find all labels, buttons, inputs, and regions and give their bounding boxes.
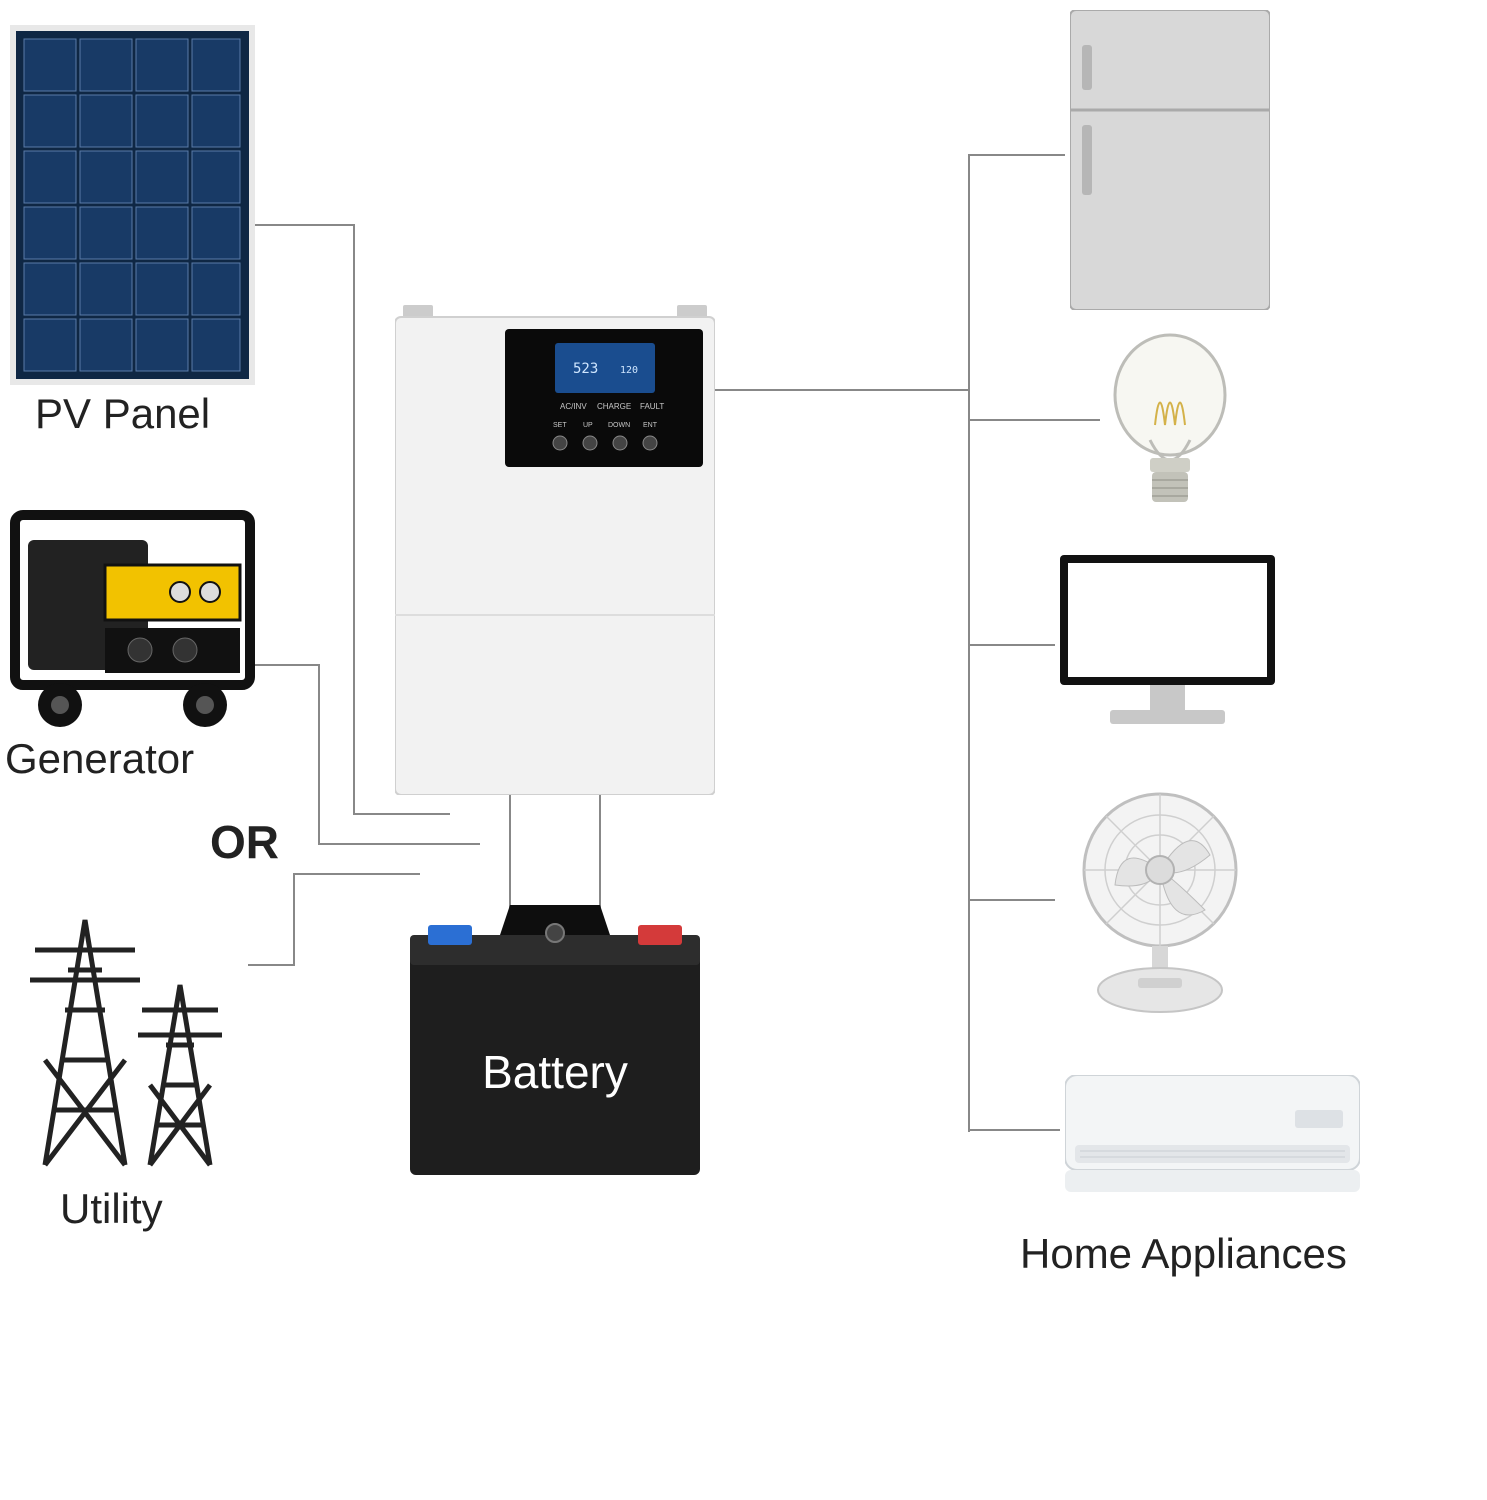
wire-util-v [293,874,295,966]
wire-util-h1 [248,964,295,966]
generator-icon [10,510,255,730]
svg-text:120: 120 [620,365,638,376]
utility-label: Utility [60,1185,163,1233]
wire-bulb [968,419,1100,421]
bulb-icon [1105,330,1235,510]
wire-util-h2 [293,873,420,875]
wire-pv-v [353,224,355,815]
wire-fridge [968,154,1065,156]
fan-icon [1060,790,1260,1015]
or-label: OR [210,815,279,869]
wire-fan [968,899,1055,901]
generator-label: Generator [5,735,194,783]
svg-text:SET: SET [553,422,567,429]
battery-label: Battery [410,1045,700,1099]
wire-gen-v [318,664,320,845]
wire-ac [968,1129,1060,1131]
monitor-icon [1060,555,1275,735]
battery-icon: Battery [410,895,700,1175]
wire-gen-h2 [318,843,480,845]
svg-text:FAULT: FAULT [640,402,664,411]
svg-text:DOWN: DOWN [608,422,630,429]
svg-text:CHARGE: CHARGE [597,402,631,411]
pv-panel-icon [10,25,255,385]
home-appliances-label: Home Appliances [1020,1230,1347,1278]
utility-icon [10,890,245,1175]
wire-monitor [968,644,1055,646]
ac-unit-icon [1065,1075,1360,1200]
svg-text:UP: UP [583,422,593,429]
pv-panel-label: PV Panel [35,390,210,438]
wire-bus-h [715,389,970,391]
wire-pv-h2 [353,813,450,815]
svg-text:AC/INV: AC/INV [560,402,587,411]
wire-pv-h1 [255,224,355,226]
svg-text:ENT: ENT [643,422,658,429]
inverter-icon: 523 120 AC/INV CHARGE FAULT SET UP DOWN … [395,305,715,795]
svg-text:523: 523 [573,361,598,377]
fridge-icon [1070,10,1270,310]
wire-gen-h1 [255,664,320,666]
